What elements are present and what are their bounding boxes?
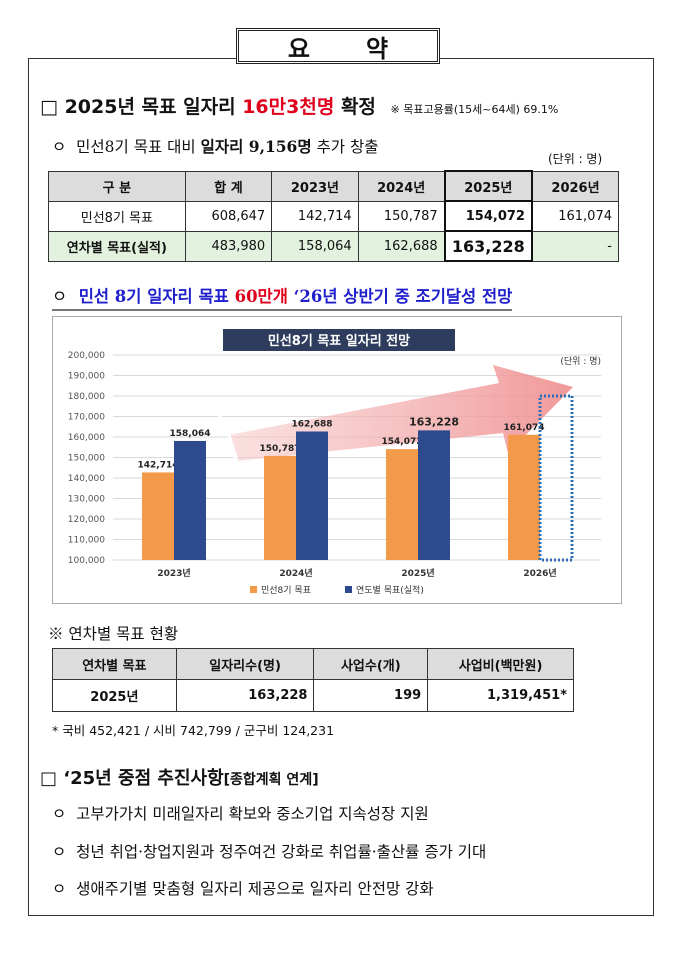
y-tick-label: 100,000 (68, 556, 105, 566)
bar (142, 472, 174, 560)
chart-title-bg (223, 329, 455, 351)
legend-label: 민선8기 목표 (261, 585, 311, 596)
legend-swatch (345, 586, 352, 593)
y-tick-label: 160,000 (68, 433, 105, 443)
data-label: 161,074 (504, 423, 545, 433)
projected-bar (538, 394, 574, 562)
y-tick-label: 190,000 (68, 372, 105, 382)
budget-footnote: * 국비 452,421 / 시비 742,799 / 군구비 124,231 (52, 723, 335, 738)
data-label: 162,688 (292, 419, 333, 429)
chart-svg: 민선8기 목표 일자리 전망 (단위 : 명) 200,000 190,000 18… (68, 329, 601, 596)
list-item: ㅇ 생애주기별 맞춤형 일자리 제공으로 일자리 안전망 강화 (52, 880, 434, 898)
data-label: 150,787 (260, 444, 301, 454)
chart-unit-label: (단위 : 명) (560, 356, 601, 367)
annual-target-table: 연차별 목표 일자리수(명) 사업수(개) 사업비(백만원) 2025년 163… (52, 648, 574, 712)
page-title: 요약 (236, 28, 440, 64)
x-tick-label: 2025년 (401, 567, 434, 579)
forecast-chart: 민선8기 목표 일자리 전망 (단위 : 명) 200,000 190,000 18… (52, 316, 622, 604)
annual-target-note: ※ 연차별 목표 현황 (48, 625, 179, 643)
list-item: ㅇ 고부가가치 미래일자리 확보와 중소기업 지속성장 지원 (52, 805, 429, 823)
y-tick-label: 130,000 (68, 495, 105, 505)
legend-label: 연도별 목표(실적) (356, 584, 424, 596)
y-tick-label: 120,000 (68, 515, 105, 525)
legend-swatch (250, 586, 257, 593)
table-row: 연차별 목표(실적) 483,980 158,064 162,688 163,2… (48, 230, 619, 262)
bar (296, 431, 328, 560)
chart-title: 민선8기 목표 일자리 전망 (268, 333, 410, 349)
bar (418, 430, 450, 560)
table-row: 2025년 163,228 199 1,319,451* (52, 679, 574, 712)
data-label: 158,064 (170, 429, 211, 439)
x-tick-label: 2023년 (157, 567, 190, 579)
table-row: 민선8기 목표 608,647 142,714 150,787 154,072 … (48, 200, 619, 232)
data-label: 154,072 (382, 437, 423, 447)
data-label: 163,228 (409, 415, 459, 428)
bar (264, 455, 296, 560)
x-tick-label: 2026년 (523, 567, 556, 579)
bar (386, 449, 418, 560)
arrow-tail-stripe (217, 414, 239, 462)
x-tick-label: 2024년 (279, 567, 312, 579)
y-tick-label: 140,000 (68, 474, 105, 484)
y-tick-label: 150,000 (68, 454, 105, 464)
bar (508, 434, 540, 560)
bar (174, 440, 206, 560)
sub-bullet-2: ㅇ 민선 8기 일자리 목표 60만개 ‘26년 상반기 중 조기달성 전망 (52, 283, 513, 311)
employment-rate-note: ※ 목표고용률(15세~64세) 69.1% (390, 103, 559, 116)
list-item: ㅇ 청년 취업·창업지원과 정주여건 강화로 취업률·출산률 증가 기대 (52, 843, 487, 861)
y-tick-label: 110,000 (68, 536, 105, 546)
section1-heading: □ 2025년 목표 일자리 16만3천명 확정 ※ 목표고용률(15세~64세… (40, 96, 559, 118)
section2-heading: □ ‘25년 중점 추진사항[종합계획 연계] (40, 768, 319, 789)
table-header-row: 연차별 목표 일자리수(명) 사업수(개) 사업비(백만원) (52, 648, 574, 680)
y-tick-label: 200,000 (68, 351, 105, 361)
sub-bullet-1: ㅇ 민선8기 목표 대비 일자리 9,156명 추가 창출 (52, 137, 379, 156)
table-header-row: 구 분 합 계 2023년 2024년 2025년 2026년 (48, 170, 619, 202)
y-tick-label: 180,000 (68, 392, 105, 402)
data-label: 142,714 (138, 460, 179, 470)
target-table: 구 분 합 계 2023년 2024년 2025년 2026년 민선8기 목표 … (48, 170, 619, 262)
y-tick-label: 170,000 (68, 413, 105, 423)
unit-label: (단위 : 명) (548, 152, 603, 166)
